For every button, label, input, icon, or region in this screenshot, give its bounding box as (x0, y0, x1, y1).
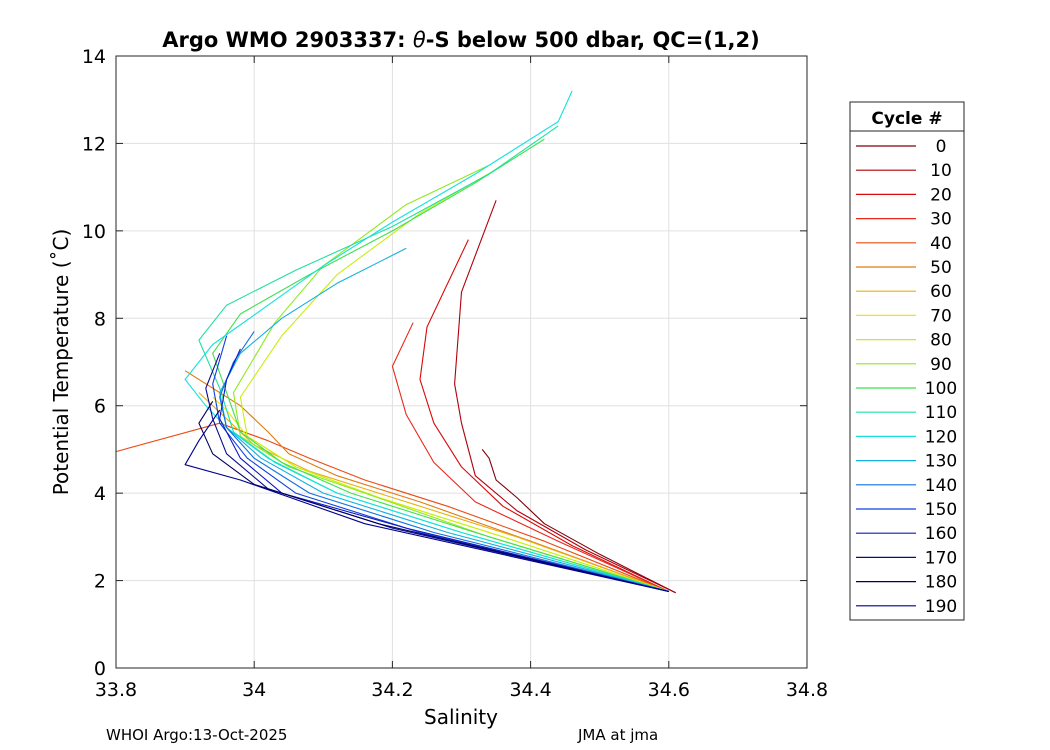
legend-label: 130 (925, 452, 957, 472)
legend-items: 0 10 20 30 40 50 60 70 80 90 100 110 120 130 140 150 160… (856, 137, 957, 617)
legend-label: 30 (930, 210, 952, 230)
x-tick-label: 33.8 (95, 679, 137, 701)
legend-label: 0 (936, 137, 947, 157)
y-tick-label: 10 (82, 221, 106, 243)
chart-title: Argo WMO 2903337: θ-S below 500 dbar, QC… (162, 28, 759, 52)
legend: Cycle # 0 10 20 30 40 50 60 70 80 90 100 110 120 130 1… (849, 101, 965, 621)
x-tick-label: 34.8 (786, 679, 828, 701)
axis-ticks: 33.8 34 34.2 34.4 34.6 34.8 0 2 4 6 8 10 12 14 (82, 46, 828, 701)
legend-label: 120 (925, 427, 957, 447)
profile-line (481, 449, 676, 594)
x-tick-label: 34.2 (371, 679, 413, 701)
plot-area (116, 56, 807, 668)
profile-line (212, 335, 669, 593)
profile-line (391, 322, 670, 593)
legend-label: 150 (925, 500, 957, 520)
y-tick-label: 4 (94, 483, 106, 505)
y-tick-label: 2 (94, 571, 106, 593)
y-tick-label: 8 (94, 308, 106, 330)
legend-label: 110 (925, 403, 957, 423)
legend-label: 180 (925, 573, 957, 593)
footer-source-date: WHOI Argo:13-Oct-2025 (106, 726, 288, 744)
profile-line (239, 164, 669, 593)
profile-line (212, 138, 669, 593)
legend-title: Cycle # (871, 109, 942, 129)
legend-label: 50 (930, 258, 952, 278)
profile-line (184, 409, 669, 593)
y-tick-label: 12 (82, 133, 106, 155)
profile-line (219, 348, 669, 593)
profile-line (232, 164, 669, 593)
profile-line (198, 401, 669, 593)
y-tick-label: 6 (94, 396, 106, 418)
legend-label: 100 (925, 379, 957, 399)
footer-institution: JMA at jma (578, 726, 659, 744)
profile-line (419, 239, 670, 592)
legend-label: 160 (925, 524, 957, 544)
profile-line (205, 353, 669, 593)
legend-label: 80 (930, 331, 952, 351)
legend-label: 40 (930, 234, 952, 254)
profile-line (198, 392, 669, 593)
legend-label: 20 (930, 185, 952, 205)
legend-label: 10 (930, 161, 952, 181)
y-axis-label: Potential Temperature (˚C) (49, 229, 73, 496)
profile-lines (115, 90, 676, 594)
x-tick-label: 34 (242, 679, 266, 701)
legend-label: 190 (925, 597, 957, 617)
x-tick-label: 34.6 (648, 679, 690, 701)
y-tick-label: 14 (82, 46, 106, 68)
legend-label: 90 (930, 355, 952, 375)
profile-line (454, 200, 676, 594)
legend-label: 140 (925, 476, 957, 496)
x-axis-label: Salinity (424, 705, 498, 729)
legend-label: 170 (925, 548, 957, 568)
legend-label: 70 (930, 306, 952, 326)
profile-line (184, 370, 669, 593)
profile-line (115, 422, 670, 593)
axes-box (115, 55, 808, 669)
profile-line (219, 331, 669, 593)
x-tick-label: 34.4 (509, 679, 551, 701)
y-tick-label: 0 (94, 658, 106, 680)
legend-label: 60 (930, 282, 952, 302)
profile-line (184, 90, 669, 593)
